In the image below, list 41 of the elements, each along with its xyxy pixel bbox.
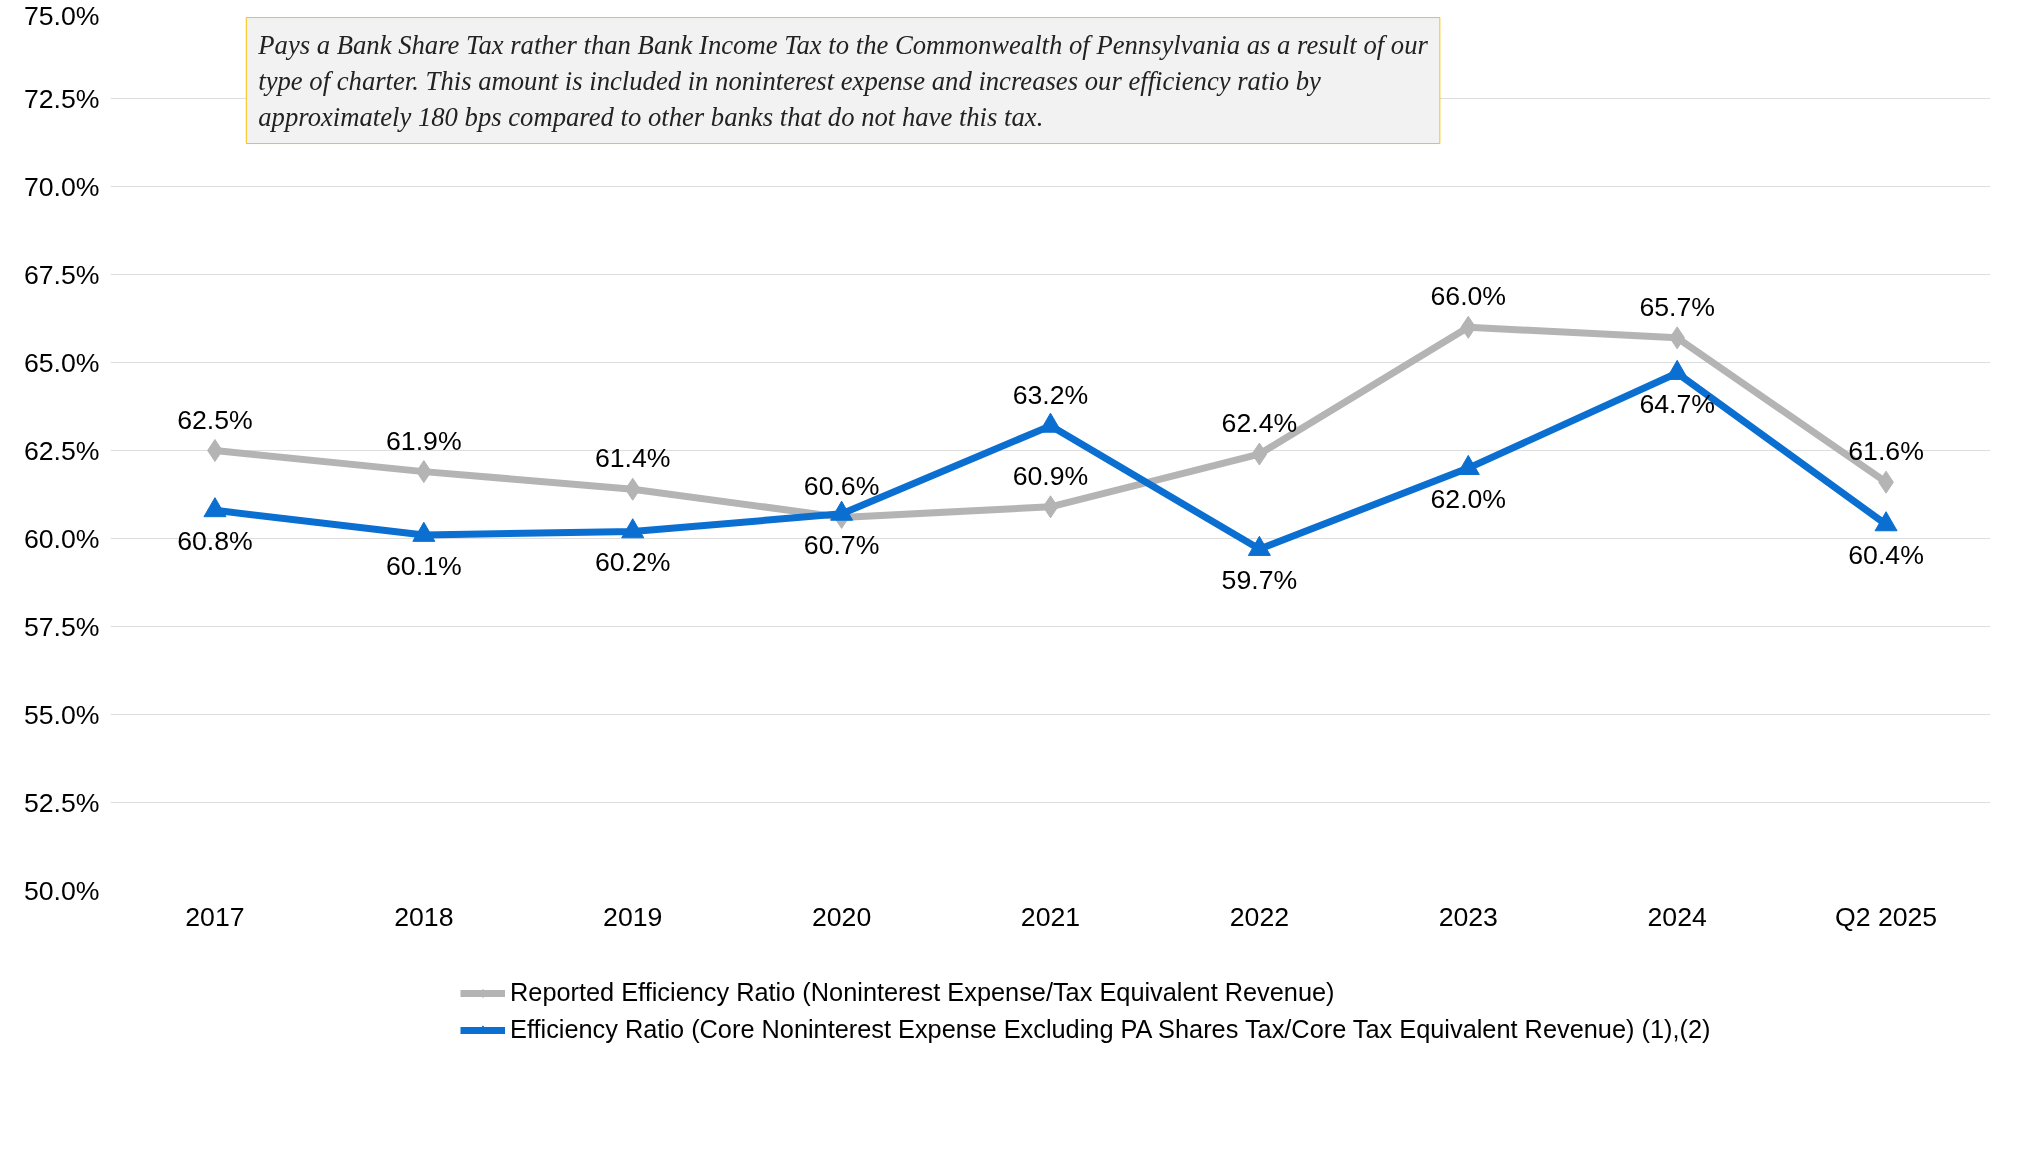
y-tick-label: 75.0% <box>23 0 100 31</box>
data-label: 61.4% <box>594 443 671 474</box>
data-label: 60.8% <box>177 526 253 557</box>
y-tick-label: 52.5% <box>23 787 100 818</box>
data-label: 62.4% <box>1221 408 1298 439</box>
data-label: 65.7% <box>1639 291 1715 322</box>
y-tick-label: 65.0% <box>23 347 100 378</box>
x-tick-label: 2018 <box>394 901 454 932</box>
data-label: 62.5% <box>177 404 253 435</box>
data-label: 60.7% <box>803 529 880 560</box>
data-label: 64.7% <box>1639 389 1715 420</box>
data-label: 60.4% <box>1848 540 1924 571</box>
data-label: 61.6% <box>1848 436 1924 467</box>
y-tick-label: 67.5% <box>23 259 100 290</box>
x-tick-label: 2017 <box>185 901 245 932</box>
data-label: 66.0% <box>1430 281 1507 312</box>
data-label: 60.9% <box>1012 460 1089 491</box>
data-label: 59.7% <box>1221 565 1298 596</box>
legend-label: Efficiency Ratio (Core Noninterest Expense Excluding PA Shares Tax/Core Tax Equivalent Revenue) (1),(2) <box>510 1015 1711 1044</box>
y-tick-label: 60.0% <box>23 523 100 554</box>
data-label: 61.9% <box>386 425 462 456</box>
y-tick-label: 50.0% <box>23 875 100 906</box>
data-label: 60.2% <box>594 547 671 578</box>
data-label: 60.6% <box>803 471 880 502</box>
x-tick-label: 2019 <box>603 901 663 932</box>
annotation: Pays a Bank Share Tax rather than Bank Income Tax to the Commonwealth of Pennsylvania as a result of our type of charter. This amount is included in noninterest expense and increases our efficiency ratio by approximately 180 bps compared to other banks that do not have this tax. <box>257 29 1429 132</box>
y-tick-label: 72.5% <box>23 83 100 114</box>
y-tick-label: 62.5% <box>23 435 100 466</box>
x-tick-label: 2020 <box>811 901 872 932</box>
y-tick-label: 55.0% <box>23 699 100 730</box>
y-tick-label: 70.0% <box>23 171 100 202</box>
y-tick-label: 57.5% <box>23 611 100 642</box>
x-tick-label: 2021 <box>1020 901 1081 932</box>
x-tick-label: 2023 <box>1438 901 1498 932</box>
x-tick-label: Q2 2025 <box>1834 901 1938 932</box>
data-label: 60.1% <box>386 550 462 581</box>
data-label: 63.2% <box>1012 379 1089 410</box>
x-tick-label: 2024 <box>1647 901 1707 932</box>
legend-label: Reported Efficiency Ratio (Noninterest Expense/Tax Equivalent Revenue) <box>510 978 1335 1007</box>
x-tick-label: 2022 <box>1229 901 1290 932</box>
data-label: 62.0% <box>1430 484 1507 515</box>
